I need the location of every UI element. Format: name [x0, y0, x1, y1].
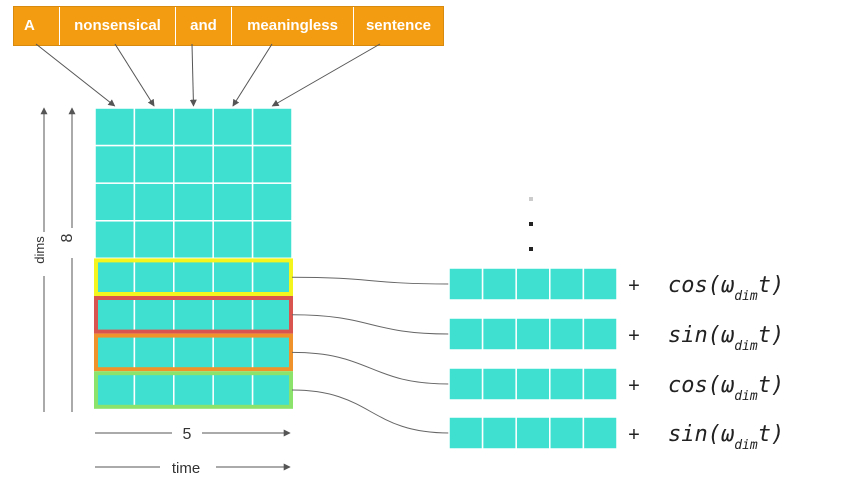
encoded-cell	[515, 267, 551, 301]
time-axis: 5 time	[95, 424, 291, 477]
matrix-cell	[94, 107, 136, 147]
encoded-cell	[515, 416, 551, 450]
matrix-cell	[251, 370, 293, 410]
matrix-cell	[133, 295, 175, 335]
matrix-cell	[212, 370, 254, 410]
matrix-cell	[212, 220, 254, 260]
encoding-formula: sin(ωdimt)	[668, 422, 784, 453]
matrix-cell	[212, 107, 254, 147]
row-highlight	[94, 258, 293, 296]
matrix-cell	[173, 107, 214, 147]
encoded-rows: + cos(ωdimt) + sin(ωdimt) + cos(ωdimt) + sin(ωd…	[448, 267, 784, 453]
row-highlight	[94, 371, 293, 409]
matrix-cell	[212, 144, 254, 184]
matrix-cell	[173, 257, 214, 297]
ellipsis-dots	[529, 197, 533, 251]
matrix-cell	[94, 144, 136, 184]
dims-label: dims	[32, 236, 47, 264]
row-highlights	[94, 258, 293, 409]
token-2: and	[176, 7, 232, 45]
matrix-cell	[133, 332, 175, 372]
encoded-cell	[549, 416, 585, 450]
plus-sign: +	[628, 275, 640, 297]
matrix-cell	[173, 220, 214, 260]
row-connector	[291, 389, 450, 434]
plus-sign: +	[628, 424, 640, 446]
encoded-cell	[481, 317, 517, 351]
matrix-cell	[251, 295, 293, 335]
matrix-cell	[133, 182, 175, 222]
dims-count-label: 8	[59, 233, 76, 242]
matrix-cell	[251, 332, 293, 372]
token-3: meaningless	[232, 7, 354, 45]
token-arrow	[189, 43, 197, 107]
encoded-cell	[582, 367, 618, 401]
plus-sign: +	[628, 375, 640, 397]
matrix-cell	[251, 144, 293, 184]
time-count-label: 5	[183, 426, 192, 443]
matrix-cell	[251, 182, 293, 222]
encoded-cell	[481, 267, 517, 301]
matrix-cell	[133, 144, 175, 184]
encoded-cell	[549, 317, 585, 351]
matrix-cell	[94, 295, 136, 335]
dims-axis: dims 8	[30, 107, 86, 412]
token-1: nonsensical	[60, 7, 176, 45]
token-0: A	[14, 7, 60, 45]
matrix-cell	[133, 107, 175, 147]
row-highlight	[94, 333, 293, 372]
encoded-cell	[582, 416, 618, 450]
matrix-cell	[94, 332, 136, 372]
token-arrow	[232, 43, 273, 107]
matrix-cell	[251, 107, 293, 147]
encoding-formula: sin(ωdimt)	[668, 323, 784, 354]
token-arrow	[114, 43, 155, 107]
encoded-cell	[515, 367, 551, 401]
matrix-cell	[251, 220, 293, 260]
matrix-cell	[94, 257, 136, 297]
matrix-cell	[94, 182, 136, 222]
encoding-formula: cos(ωdimt)	[668, 373, 784, 404]
encoded-cell	[448, 267, 484, 301]
matrix-cell	[133, 370, 175, 410]
matrix-cell	[212, 182, 254, 222]
matrix-cell	[173, 144, 214, 184]
encoded-cell	[448, 367, 484, 401]
encoded-cell	[549, 267, 585, 301]
matrix-cell	[173, 332, 214, 372]
encoding-formula: cos(ωdimt)	[668, 273, 784, 304]
matrix-cell	[212, 257, 254, 297]
encoded-cell	[515, 317, 551, 351]
time-label: time	[172, 460, 200, 477]
row-connector	[291, 276, 450, 285]
token-4: sentence	[365, 17, 432, 34]
matrix-cell	[133, 257, 175, 297]
row-connectors	[291, 276, 450, 434]
row-connector	[291, 351, 450, 385]
row-connector	[291, 314, 450, 335]
matrix-cell	[133, 220, 175, 260]
matrix-cell	[212, 332, 254, 372]
encoded-cell	[481, 367, 517, 401]
matrix-cell	[173, 182, 214, 222]
encoded-cell	[448, 317, 484, 351]
matrix-cell	[94, 370, 136, 410]
plus-sign: +	[628, 325, 640, 347]
token-arrow	[35, 43, 116, 107]
matrix-cell	[212, 295, 254, 335]
matrix-cell	[251, 257, 293, 297]
encoded-cell	[448, 416, 484, 450]
token-arrow	[271, 43, 381, 107]
matrix-cell	[94, 220, 136, 260]
encoded-cell	[582, 317, 618, 351]
row-highlight	[94, 296, 293, 334]
encoded-cell	[582, 267, 618, 301]
matrix-cell	[173, 370, 214, 410]
encoded-cell	[481, 416, 517, 450]
encoded-cell	[549, 367, 585, 401]
matrix-cell	[173, 295, 214, 335]
token-arrows	[35, 43, 381, 107]
